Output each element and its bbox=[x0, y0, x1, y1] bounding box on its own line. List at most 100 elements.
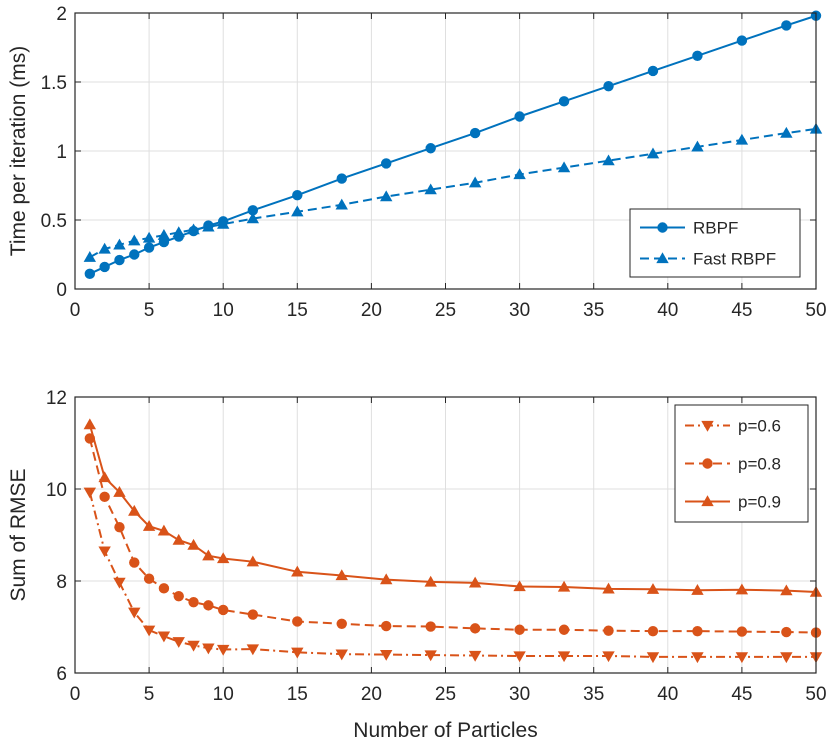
series-line bbox=[88, 438, 817, 634]
x-tick-label: 10 bbox=[213, 684, 234, 705]
series-fast-rbpf bbox=[83, 122, 823, 262]
data-point bbox=[735, 133, 749, 145]
x-tick-label: 50 bbox=[805, 684, 826, 705]
data-point bbox=[513, 168, 526, 180]
data-point bbox=[557, 580, 571, 592]
data-point bbox=[469, 127, 481, 139]
x-tick-label: 40 bbox=[657, 684, 678, 705]
data-point bbox=[468, 576, 482, 588]
data-point bbox=[691, 652, 704, 664]
data-point bbox=[113, 486, 126, 497]
data-point bbox=[142, 520, 156, 531]
data-point bbox=[557, 651, 571, 663]
data-point bbox=[514, 624, 525, 635]
data-point bbox=[202, 643, 215, 655]
y-tick-label: 10 bbox=[46, 480, 67, 501]
data-point bbox=[83, 418, 97, 430]
data-point bbox=[142, 231, 156, 243]
data-point bbox=[128, 504, 141, 516]
data-point bbox=[781, 626, 792, 638]
data-point bbox=[173, 590, 184, 602]
series-p-0-9 bbox=[83, 418, 823, 597]
data-point bbox=[217, 217, 230, 229]
data-point bbox=[83, 487, 97, 499]
data-point bbox=[646, 652, 660, 664]
data-point bbox=[291, 565, 304, 577]
y-axis-label: Time per iteration (ms) bbox=[7, 46, 30, 256]
x-tick-label: 30 bbox=[509, 684, 530, 705]
y-tick-label: 2 bbox=[56, 4, 67, 25]
x-tick-label: 20 bbox=[361, 300, 382, 321]
data-point bbox=[335, 649, 348, 661]
data-point bbox=[187, 223, 200, 235]
data-point bbox=[602, 582, 615, 594]
x-tick-label: 35 bbox=[583, 300, 604, 321]
data-point bbox=[247, 205, 259, 216]
x-tick-label: 25 bbox=[435, 684, 456, 705]
data-point bbox=[203, 600, 214, 611]
data-point bbox=[424, 650, 437, 662]
legend-label: p=0.6 bbox=[738, 417, 781, 436]
data-point bbox=[381, 620, 392, 632]
data-point bbox=[113, 577, 126, 589]
data-point bbox=[468, 176, 482, 188]
data-point bbox=[424, 575, 437, 587]
data-point bbox=[780, 584, 793, 596]
data-point bbox=[558, 624, 570, 635]
time-per-iteration-chart: 0 5 10 15 20 25 30 35 40 45 50 0 0.5 1 1.5 2 Time per it… bbox=[7, 4, 827, 321]
data-point bbox=[513, 580, 526, 592]
data-point bbox=[646, 147, 660, 159]
data-point bbox=[513, 651, 526, 663]
data-point bbox=[647, 65, 659, 77]
series-p-0-6 bbox=[83, 487, 823, 664]
data-point bbox=[99, 491, 110, 503]
data-point bbox=[187, 640, 200, 652]
legend-label: Fast RBPF bbox=[693, 250, 776, 269]
data-point bbox=[247, 609, 259, 620]
x-tick-label: 45 bbox=[731, 684, 752, 705]
data-point bbox=[187, 538, 200, 550]
legend-label: RBPF bbox=[693, 219, 738, 238]
data-point bbox=[99, 261, 110, 273]
data-point bbox=[292, 189, 303, 201]
data-point bbox=[202, 549, 215, 561]
data-point bbox=[380, 573, 393, 585]
data-point bbox=[98, 242, 111, 254]
data-point bbox=[514, 111, 525, 122]
x-tick-label: 15 bbox=[287, 300, 308, 321]
data-point bbox=[157, 524, 171, 536]
data-point bbox=[335, 198, 348, 210]
data-point bbox=[202, 220, 215, 232]
data-point bbox=[246, 644, 260, 656]
y-tick-label: 1.5 bbox=[41, 73, 67, 94]
data-point bbox=[603, 625, 614, 636]
x-tick-label: 20 bbox=[361, 684, 382, 705]
data-point bbox=[291, 205, 304, 217]
data-point bbox=[218, 604, 229, 616]
y-tick-label: 8 bbox=[56, 572, 67, 593]
legend-marker bbox=[656, 252, 669, 264]
data-point bbox=[336, 618, 347, 629]
data-point bbox=[157, 631, 171, 643]
data-point bbox=[780, 652, 793, 664]
data-point bbox=[128, 234, 141, 246]
series-p-0-8 bbox=[84, 433, 822, 638]
data-point bbox=[646, 583, 660, 594]
x-tick-label: 50 bbox=[805, 300, 826, 321]
sum-of-rmse-chart: 0 5 10 15 20 25 30 35 40 45 50 6 8 10 12 Sum of RMSE Num… bbox=[7, 388, 827, 742]
data-point bbox=[143, 573, 155, 584]
data-point bbox=[647, 625, 659, 637]
data-point bbox=[735, 652, 749, 664]
data-point bbox=[157, 228, 171, 240]
x-tick-label: 35 bbox=[583, 684, 604, 705]
series-line bbox=[88, 424, 817, 594]
data-point bbox=[781, 20, 792, 31]
data-point bbox=[780, 126, 793, 138]
data-point bbox=[172, 226, 185, 238]
data-point bbox=[292, 616, 303, 627]
data-point bbox=[129, 249, 140, 260]
data-point bbox=[691, 584, 704, 595]
x-tick-label: 25 bbox=[435, 300, 456, 321]
x-tick-label: 5 bbox=[144, 684, 155, 705]
